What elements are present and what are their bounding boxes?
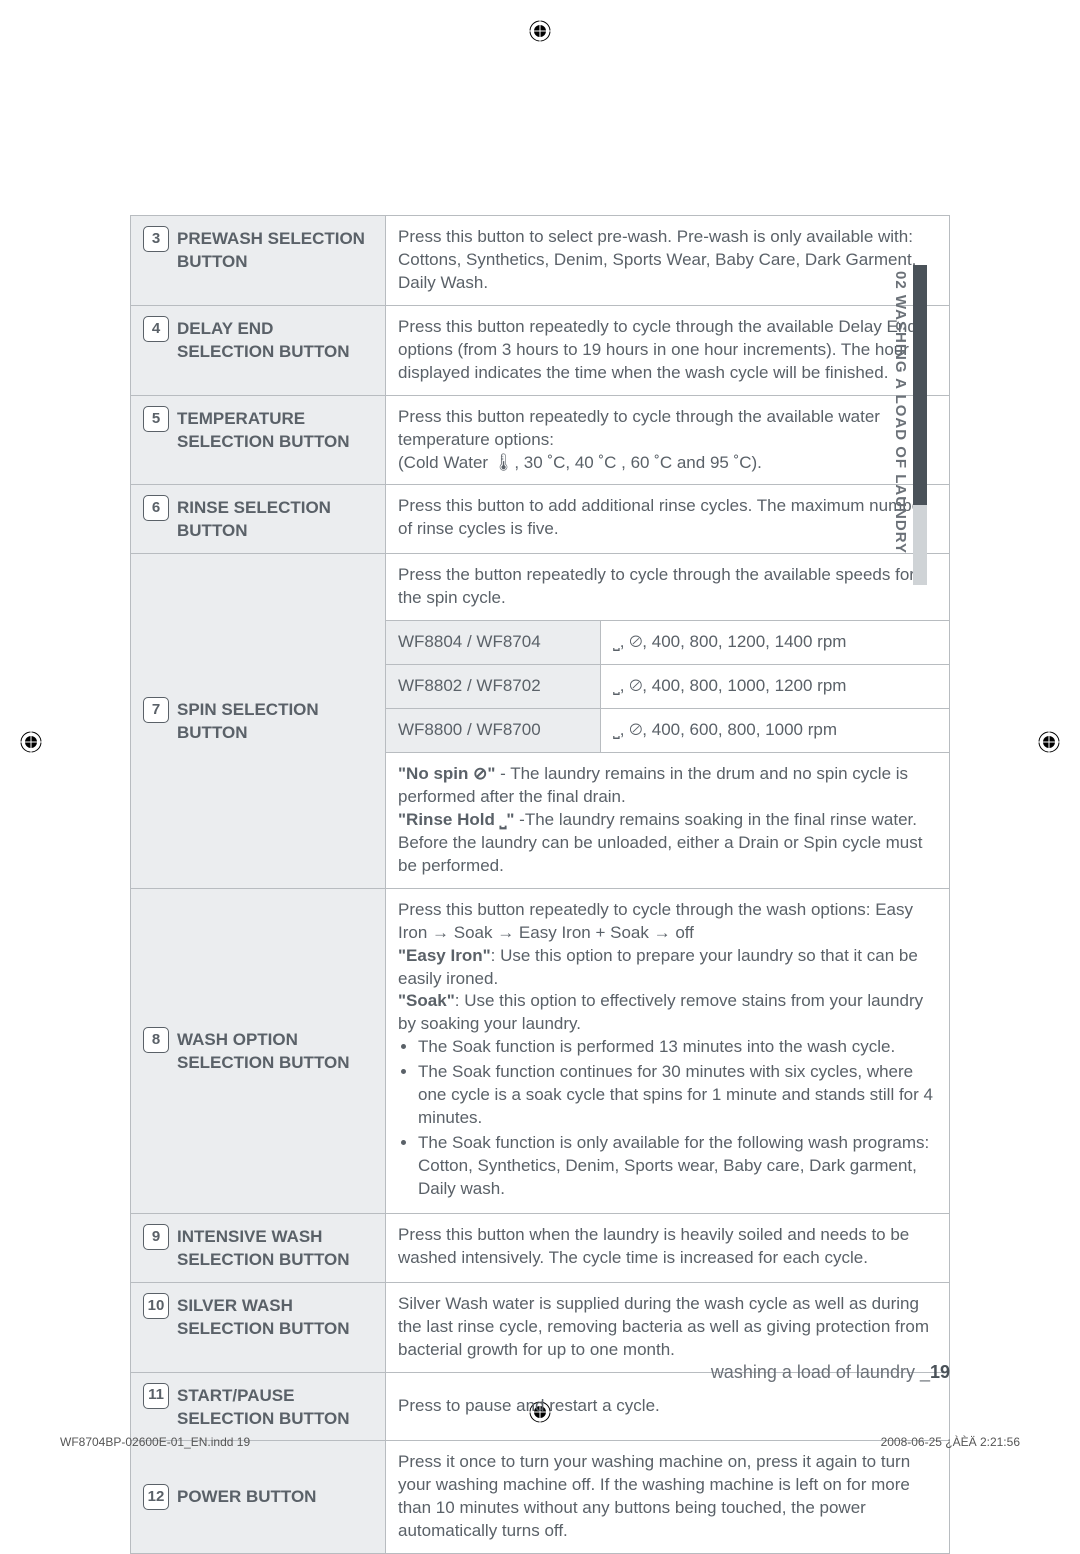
row-label-text: PREWASH SELECTION BUTTON xyxy=(177,226,373,274)
spin-model: WF8802 / WF8702 xyxy=(386,665,601,709)
row-label-text: SPIN SELECTION BUTTON xyxy=(177,697,373,745)
registration-mark-icon xyxy=(1038,731,1060,753)
row-description: Press this button repeatedly to cycle th… xyxy=(386,395,950,485)
row-label-text: DELAY END SELECTION BUTTON xyxy=(177,316,373,364)
soak-bullet: The Soak function is performed 13 minute… xyxy=(418,1036,937,1059)
row-number-badge: 11 xyxy=(143,1383,169,1409)
row-label: 11 START/PAUSE SELECTION BUTTON xyxy=(131,1372,386,1441)
button-reference-table: 3 PREWASH SELECTION BUTTON Press this bu… xyxy=(130,215,950,1554)
wash-option-description: Press this button repeatedly to cycle th… xyxy=(386,888,950,1213)
footer-page-number: 19 xyxy=(930,1362,950,1382)
row-label-text: INTENSIVE WASH SELECTION BUTTON xyxy=(177,1224,373,1272)
row-label-text: RINSE SELECTION BUTTON xyxy=(177,495,373,543)
row-label-text: START/PAUSE SELECTION BUTTON xyxy=(177,1383,373,1431)
footer-section-text: washing a load of laundry _ xyxy=(711,1362,930,1382)
easy-iron-label: "Easy Iron" xyxy=(398,946,491,965)
side-bar-light xyxy=(913,505,927,585)
row-label: 8 WASH OPTION SELECTION BUTTON xyxy=(131,888,386,1213)
row-number-badge: 5 xyxy=(143,406,169,432)
section-side-tab: 02 WASHING A LOAD OF LAUNDRY xyxy=(888,265,1012,585)
registration-mark-icon xyxy=(20,731,42,753)
temp-desc-line2: (Cold Water 🌡, 30 ˚C, 40 ˚C , 60 ˚C and … xyxy=(398,453,762,472)
row-description: Press this button to add additional rins… xyxy=(386,485,950,554)
soak-label: "Soak" xyxy=(398,991,455,1010)
row-label-text: WASH OPTION SELECTION BUTTON xyxy=(177,1027,373,1075)
registration-mark-icon xyxy=(529,20,551,42)
row-label: 4 DELAY END SELECTION BUTTON xyxy=(131,305,386,395)
row-label-text: SILVER WASH SELECTION BUTTON xyxy=(177,1293,373,1341)
row-number-badge: 12 xyxy=(143,1484,169,1510)
row-label: 9 INTENSIVE WASH SELECTION BUTTON xyxy=(131,1213,386,1282)
spin-intro: Press the button repeatedly to cycle thr… xyxy=(386,554,950,621)
row-label: 5 TEMPERATURE SELECTION BUTTON xyxy=(131,395,386,485)
row-description: Silver Wash water is supplied during the… xyxy=(386,1282,950,1372)
row-label: 7 SPIN SELECTION BUTTON xyxy=(131,554,386,888)
row-number-badge: 10 xyxy=(143,1293,169,1319)
row-number-badge: 7 xyxy=(143,697,169,723)
soak-text: : Use this option to effectively remove … xyxy=(398,991,923,1033)
no-spin-label: "No spin ⊘" xyxy=(398,764,495,783)
spin-speeds: ⎵, ⊘, 400, 800, 1200, 1400 rpm xyxy=(601,621,950,665)
row-description: Press it once to turn your washing machi… xyxy=(386,1441,950,1554)
row-label: 12 POWER BUTTON xyxy=(131,1441,386,1554)
rinse-hold-label: "Rinse Hold ⎵" xyxy=(398,810,514,829)
row-number-badge: 4 xyxy=(143,316,169,342)
page-footer: washing a load of laundry _19 xyxy=(711,1362,950,1383)
row-number-badge: 3 xyxy=(143,226,169,252)
indd-filename: WF8704BP-02600E-01_EN.indd 19 xyxy=(60,1435,250,1449)
spin-notes: "No spin ⊘" - The laundry remains in the… xyxy=(386,753,950,889)
temp-desc-line1: Press this button repeatedly to cycle th… xyxy=(398,407,880,449)
spin-model: WF8800 / WF8700 xyxy=(386,709,601,753)
row-label-text: TEMPERATURE SELECTION BUTTON xyxy=(177,406,373,454)
print-timestamp: 2008-06-25 ¿ÀÈÄ 2:21:56 xyxy=(881,1435,1020,1449)
soak-bullet: The Soak function continues for 30 minut… xyxy=(418,1061,937,1130)
row-number-badge: 6 xyxy=(143,495,169,521)
wash-option-intro: Press this button repeatedly to cycle th… xyxy=(398,899,937,945)
soak-bullet: The Soak function is only available for … xyxy=(418,1132,937,1201)
side-bar-dark xyxy=(913,265,927,505)
row-description: Press this button repeatedly to cycle th… xyxy=(386,305,950,395)
row-number-badge: 8 xyxy=(143,1027,169,1053)
row-number-badge: 9 xyxy=(143,1224,169,1250)
section-side-label: 02 WASHING A LOAD OF LAUNDRY xyxy=(888,265,913,585)
row-label-text: POWER BUTTON xyxy=(177,1484,316,1509)
spin-speeds: ⎵, ⊘, 400, 800, 1000, 1200 rpm xyxy=(601,665,950,709)
spin-model: WF8804 / WF8704 xyxy=(386,621,601,665)
spin-speeds: ⎵, ⊘, 400, 600, 800, 1000 rpm xyxy=(601,709,950,753)
row-description: Press this button to select pre-wash. Pr… xyxy=(386,216,950,306)
page-content: 3 PREWASH SELECTION BUTTON Press this bu… xyxy=(130,215,950,1554)
row-label: 6 RINSE SELECTION BUTTON xyxy=(131,485,386,554)
row-description: Press this button when the laundry is he… xyxy=(386,1213,950,1282)
row-label: 10 SILVER WASH SELECTION BUTTON xyxy=(131,1282,386,1372)
row-label: 3 PREWASH SELECTION BUTTON xyxy=(131,216,386,306)
